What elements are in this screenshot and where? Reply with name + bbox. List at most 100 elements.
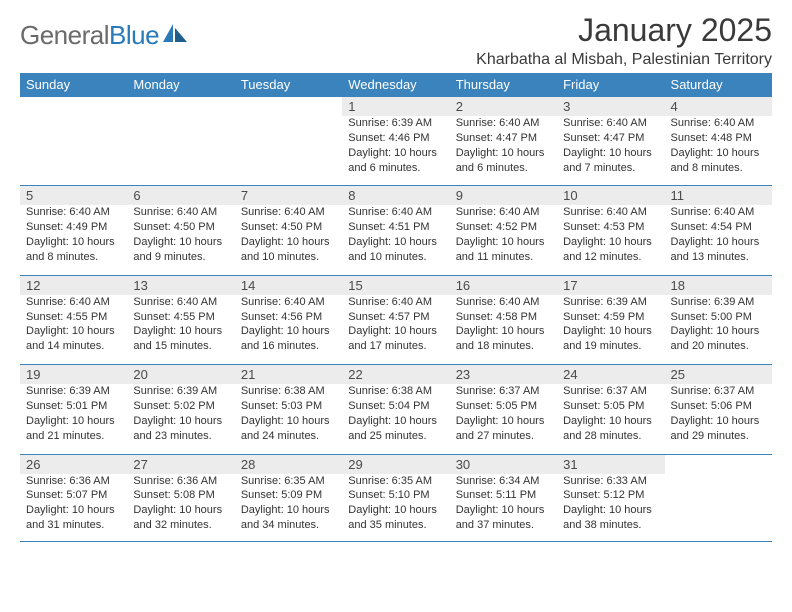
day-details: Sunrise: 6:40 AMSunset: 4:55 PMDaylight:…	[133, 295, 228, 354]
day-details: Sunrise: 6:40 AMSunset: 4:51 PMDaylight:…	[348, 205, 443, 264]
day-content-cell	[127, 116, 234, 186]
daylight-line: Daylight: 10 hours and 13 minutes.	[671, 235, 766, 265]
day-details: Sunrise: 6:39 AMSunset: 5:00 PMDaylight:…	[671, 295, 766, 354]
day-content-cell: Sunrise: 6:40 AMSunset: 4:52 PMDaylight:…	[450, 205, 557, 275]
day-number-cell: 13	[127, 275, 234, 295]
sunrise-line: Sunrise: 6:39 AM	[348, 116, 443, 131]
daylight-line: Daylight: 10 hours and 29 minutes.	[671, 414, 766, 444]
day-details: Sunrise: 6:36 AMSunset: 5:07 PMDaylight:…	[26, 474, 121, 533]
sunrise-line: Sunrise: 6:40 AM	[241, 295, 336, 310]
day-content-cell: Sunrise: 6:35 AMSunset: 5:10 PMDaylight:…	[342, 474, 449, 542]
sunrise-line: Sunrise: 6:40 AM	[133, 205, 228, 220]
day-header: Monday	[127, 73, 234, 97]
daylight-line: Daylight: 10 hours and 17 minutes.	[348, 324, 443, 354]
sunrise-line: Sunrise: 6:37 AM	[563, 384, 658, 399]
day-number-cell: 12	[20, 275, 127, 295]
daylight-line: Daylight: 10 hours and 14 minutes.	[26, 324, 121, 354]
day-details: Sunrise: 6:40 AMSunset: 4:57 PMDaylight:…	[348, 295, 443, 354]
day-number-cell	[235, 97, 342, 117]
sunrise-line: Sunrise: 6:35 AM	[241, 474, 336, 489]
day-number-cell: 2	[450, 97, 557, 117]
sunrise-line: Sunrise: 6:40 AM	[26, 205, 121, 220]
calendar-body: 1234Sunrise: 6:39 AMSunset: 4:46 PMDayli…	[20, 97, 772, 542]
sunset-line: Sunset: 5:06 PM	[671, 399, 766, 414]
daylight-line: Daylight: 10 hours and 31 minutes.	[26, 503, 121, 533]
sunset-line: Sunset: 4:47 PM	[563, 131, 658, 146]
logo: GeneralBlue	[20, 20, 189, 51]
sunset-line: Sunset: 5:12 PM	[563, 488, 658, 503]
sunrise-line: Sunrise: 6:33 AM	[563, 474, 658, 489]
day-number-cell: 10	[557, 186, 664, 206]
daylight-line: Daylight: 10 hours and 8 minutes.	[26, 235, 121, 265]
day-details: Sunrise: 6:40 AMSunset: 4:48 PMDaylight:…	[671, 116, 766, 175]
sunrise-line: Sunrise: 6:39 AM	[671, 295, 766, 310]
day-number-cell: 9	[450, 186, 557, 206]
week-content-row: Sunrise: 6:39 AMSunset: 5:01 PMDaylight:…	[20, 384, 772, 454]
day-header: Saturday	[665, 73, 772, 97]
day-details: Sunrise: 6:38 AMSunset: 5:04 PMDaylight:…	[348, 384, 443, 443]
sunset-line: Sunset: 4:57 PM	[348, 310, 443, 325]
daylight-line: Daylight: 10 hours and 18 minutes.	[456, 324, 551, 354]
daylight-line: Daylight: 10 hours and 16 minutes.	[241, 324, 336, 354]
sunrise-line: Sunrise: 6:34 AM	[456, 474, 551, 489]
sunset-line: Sunset: 4:54 PM	[671, 220, 766, 235]
day-content-cell: Sunrise: 6:40 AMSunset: 4:58 PMDaylight:…	[450, 295, 557, 365]
day-details: Sunrise: 6:37 AMSunset: 5:05 PMDaylight:…	[563, 384, 658, 443]
sunset-line: Sunset: 5:05 PM	[456, 399, 551, 414]
day-content-cell: Sunrise: 6:39 AMSunset: 5:02 PMDaylight:…	[127, 384, 234, 454]
logo-text-blue: Blue	[109, 20, 159, 50]
day-details: Sunrise: 6:40 AMSunset: 4:52 PMDaylight:…	[456, 205, 551, 264]
sunrise-line: Sunrise: 6:40 AM	[563, 116, 658, 131]
day-number-cell: 29	[342, 454, 449, 474]
daylight-line: Daylight: 10 hours and 8 minutes.	[671, 146, 766, 176]
day-content-cell: Sunrise: 6:40 AMSunset: 4:51 PMDaylight:…	[342, 205, 449, 275]
day-number-row: 1234	[20, 97, 772, 117]
day-number-cell: 28	[235, 454, 342, 474]
day-content-cell	[235, 116, 342, 186]
day-number-cell: 8	[342, 186, 449, 206]
week-content-row: Sunrise: 6:39 AMSunset: 4:46 PMDaylight:…	[20, 116, 772, 186]
calendar-table: SundayMondayTuesdayWednesdayThursdayFrid…	[20, 73, 772, 542]
sunrise-line: Sunrise: 6:35 AM	[348, 474, 443, 489]
day-content-cell: Sunrise: 6:39 AMSunset: 4:46 PMDaylight:…	[342, 116, 449, 186]
day-details: Sunrise: 6:35 AMSunset: 5:09 PMDaylight:…	[241, 474, 336, 533]
day-number-cell: 20	[127, 365, 234, 385]
sunset-line: Sunset: 4:50 PM	[241, 220, 336, 235]
day-content-cell	[665, 474, 772, 542]
day-content-cell: Sunrise: 6:37 AMSunset: 5:05 PMDaylight:…	[450, 384, 557, 454]
day-number-cell: 25	[665, 365, 772, 385]
day-content-cell: Sunrise: 6:33 AMSunset: 5:12 PMDaylight:…	[557, 474, 664, 542]
sunset-line: Sunset: 4:56 PM	[241, 310, 336, 325]
day-number-cell: 15	[342, 275, 449, 295]
day-details: Sunrise: 6:40 AMSunset: 4:50 PMDaylight:…	[241, 205, 336, 264]
day-content-cell: Sunrise: 6:36 AMSunset: 5:08 PMDaylight:…	[127, 474, 234, 542]
sunrise-line: Sunrise: 6:40 AM	[26, 295, 121, 310]
day-number-cell: 18	[665, 275, 772, 295]
daylight-line: Daylight: 10 hours and 7 minutes.	[563, 146, 658, 176]
day-content-cell: Sunrise: 6:40 AMSunset: 4:55 PMDaylight:…	[127, 295, 234, 365]
month-title: January 2025	[476, 12, 772, 49]
day-number-cell: 31	[557, 454, 664, 474]
day-content-cell: Sunrise: 6:40 AMSunset: 4:55 PMDaylight:…	[20, 295, 127, 365]
sunset-line: Sunset: 5:11 PM	[456, 488, 551, 503]
header: GeneralBlue January 2025 Kharbatha al Mi…	[20, 12, 772, 69]
logo-text-general: General	[20, 20, 109, 50]
day-number-row: 12131415161718	[20, 275, 772, 295]
sunrise-line: Sunrise: 6:40 AM	[456, 295, 551, 310]
sunset-line: Sunset: 4:50 PM	[133, 220, 228, 235]
sunset-line: Sunset: 4:53 PM	[563, 220, 658, 235]
day-details: Sunrise: 6:34 AMSunset: 5:11 PMDaylight:…	[456, 474, 551, 533]
daylight-line: Daylight: 10 hours and 28 minutes.	[563, 414, 658, 444]
daylight-line: Daylight: 10 hours and 9 minutes.	[133, 235, 228, 265]
day-details: Sunrise: 6:39 AMSunset: 5:02 PMDaylight:…	[133, 384, 228, 443]
daylight-line: Daylight: 10 hours and 32 minutes.	[133, 503, 228, 533]
sunset-line: Sunset: 5:05 PM	[563, 399, 658, 414]
daylight-line: Daylight: 10 hours and 37 minutes.	[456, 503, 551, 533]
daylight-line: Daylight: 10 hours and 27 minutes.	[456, 414, 551, 444]
day-details: Sunrise: 6:37 AMSunset: 5:05 PMDaylight:…	[456, 384, 551, 443]
sunrise-line: Sunrise: 6:38 AM	[241, 384, 336, 399]
sail-icon	[161, 22, 189, 49]
day-content-cell: Sunrise: 6:35 AMSunset: 5:09 PMDaylight:…	[235, 474, 342, 542]
day-details: Sunrise: 6:40 AMSunset: 4:56 PMDaylight:…	[241, 295, 336, 354]
day-content-cell	[20, 116, 127, 186]
